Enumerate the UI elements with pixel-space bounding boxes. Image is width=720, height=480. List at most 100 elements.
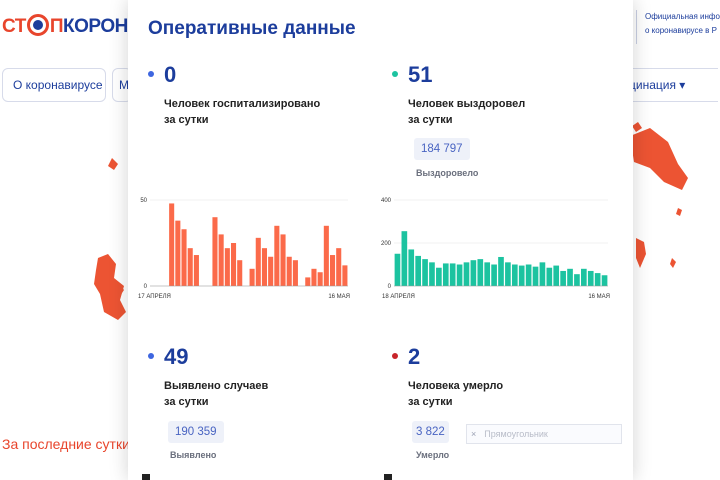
recovered-label: Человек выздоровел за сутки	[408, 96, 588, 128]
chart-1-bar-19[interactable]	[525, 264, 532, 287]
chart-0-bar-6[interactable]	[187, 248, 193, 286]
chart-1-bar-29[interactable]	[594, 273, 601, 286]
chart-1-bar-2[interactable]	[408, 249, 415, 286]
recovered-total-label: Выздоровело	[416, 168, 479, 178]
chart-1-bar-21[interactable]	[539, 262, 546, 286]
chart-1-y-tick-2: 400	[381, 198, 392, 204]
chart-1-bar-7[interactable]	[442, 263, 449, 286]
detected-label-line-2: за сутки	[164, 396, 209, 408]
chart-1-bar-12[interactable]	[477, 259, 484, 286]
chart-0-bar-10[interactable]	[212, 217, 218, 286]
chart-1-bar-16[interactable]	[505, 262, 511, 286]
chart-0-bar-17[interactable]	[255, 237, 261, 286]
chart-0-bar-5[interactable]	[181, 229, 187, 286]
died-dot-icon	[392, 353, 398, 359]
chart-0-bar-14[interactable]	[237, 260, 243, 286]
chart-0-x-end-label: 16 МАЯ	[328, 294, 350, 300]
chart-1-bar-27[interactable]	[581, 268, 587, 286]
chart-1-bar-14[interactable]	[491, 264, 497, 287]
logo-text-part-2: П	[49, 16, 64, 37]
clear-input-icon[interactable]: ×	[471, 429, 477, 439]
chart-0-bar-3[interactable]	[169, 203, 175, 286]
chart-1-bar-11[interactable]	[470, 260, 477, 286]
chart-1-bar-23[interactable]	[553, 265, 560, 286]
chart-1-bar-9[interactable]	[456, 264, 463, 287]
chart-0-bar-4[interactable]	[175, 220, 181, 286]
chart-1-bar-25[interactable]	[567, 268, 573, 286]
chart-0-bar-11[interactable]	[218, 234, 224, 286]
chart-1-bar-10[interactable]	[463, 262, 470, 286]
detected-label-line-1: Выявлено случаев	[164, 380, 269, 392]
stat-recovered: 51 Человек выздоровел за сутки	[392, 62, 592, 142]
stat-detected: 49 Выявлено случаев за сутки	[148, 344, 348, 424]
detected-total: 190 359	[168, 421, 224, 443]
detected-dot-icon	[148, 353, 154, 359]
stat-died: 2 Человека умерло за сутки	[392, 344, 592, 424]
chart-1-bar-24[interactable]	[560, 270, 566, 286]
recovered-dot-icon	[392, 71, 398, 77]
chart-0-bar-25[interactable]	[305, 277, 311, 286]
chart-1-bar-5[interactable]	[429, 262, 435, 286]
hospitalized-label-line-1: Человек госпитализировано	[164, 98, 321, 110]
detected-value: 49	[164, 344, 189, 369]
chart-0-bar-13[interactable]	[230, 243, 237, 286]
chart-0-bar-12[interactable]	[224, 248, 230, 286]
chart-0-bar-7[interactable]	[193, 255, 199, 286]
chart-1-x-end-label: 16 МАЯ	[588, 294, 610, 300]
chart-1-bar-4[interactable]	[422, 259, 428, 286]
chart-1-bar-13[interactable]	[484, 262, 491, 286]
modal-title: Оперативные данные	[148, 18, 356, 39]
chart-0-bar-29[interactable]	[329, 255, 336, 286]
chart-0-bar-19[interactable]	[268, 256, 274, 286]
recovered-label-line-2: за сутки	[408, 114, 453, 126]
chart-1-bar-26[interactable]	[574, 274, 580, 286]
next-section-fragment-left	[142, 474, 150, 480]
chart-0-bar-27[interactable]	[317, 272, 323, 286]
chart-1-bar-28[interactable]	[587, 270, 594, 286]
detected-total-label: Выявлено	[170, 450, 217, 460]
chart-0-bar-31[interactable]	[342, 265, 348, 286]
died-label: Человека умерло за сутки	[408, 378, 588, 410]
shape-input-placeholder: Прямоугольник	[484, 429, 548, 439]
chart-0-bar-22[interactable]	[286, 256, 292, 286]
chart-1-bar-17[interactable]	[511, 264, 518, 287]
official-info-line-1: Официальная инфо	[645, 12, 720, 21]
chart-0-bar-23[interactable]	[292, 260, 298, 286]
died-value: 2	[408, 344, 421, 369]
chart-0-bar-16[interactable]	[249, 268, 255, 286]
chart-1-bar-18[interactable]	[518, 265, 525, 286]
hospitalized-value: 0	[164, 62, 177, 87]
chart-0-bar-18[interactable]	[261, 248, 268, 286]
nav-about-coronavirus-dropdown[interactable]: О коронавирусе ▾	[2, 68, 106, 102]
chart-1-bar-22[interactable]	[546, 267, 553, 286]
chart-0-bar-26[interactable]	[311, 268, 317, 286]
recovered-chart: 0 200 400 18 АПРЕЛЯ 16 МАЯ	[381, 198, 610, 300]
chart-1-bar-20[interactable]	[532, 266, 539, 286]
chart-0-bar-28[interactable]	[323, 225, 329, 286]
operational-data-modal: Оперативные данные 0 Человек госпитализи…	[128, 0, 633, 480]
last-day-link[interactable]: За последние сутки	[2, 436, 130, 452]
died-total-label: Умерло	[416, 450, 450, 460]
chart-0-bar-21[interactable]	[280, 234, 286, 286]
russia-map-left	[94, 158, 126, 320]
logo-text-part-1: СТ	[2, 16, 26, 37]
recovered-label-line-1: Человек выздоровел	[408, 98, 526, 110]
chart-1-bar-15[interactable]	[498, 256, 504, 286]
virus-logo-icon	[26, 14, 49, 36]
chart-1-bar-6[interactable]	[436, 267, 442, 286]
chart-1-bar-1[interactable]	[401, 231, 408, 286]
chart-1-bar-8[interactable]	[449, 263, 456, 286]
chart-1-bar-3[interactable]	[415, 255, 421, 286]
chart-1-y-tick-0: 0	[388, 284, 392, 290]
chart-1-bar-30[interactable]	[601, 275, 608, 286]
chart-0-bar-20[interactable]	[274, 225, 280, 286]
hospitalized-label-line-2: за сутки	[164, 114, 209, 126]
chart-0-y-tick-0: 0	[144, 284, 148, 290]
next-section-fragment-right	[384, 474, 392, 480]
chart-0-bar-30[interactable]	[336, 248, 342, 286]
chart-1-bar-0[interactable]	[394, 253, 401, 286]
chart-0-y-tick-1: 50	[140, 198, 147, 204]
russia-map-right	[630, 122, 688, 268]
chart-1-x-start-label: 18 АПРЕЛЯ	[382, 294, 415, 300]
shape-name-input[interactable]: × Прямоугольник	[466, 424, 622, 444]
